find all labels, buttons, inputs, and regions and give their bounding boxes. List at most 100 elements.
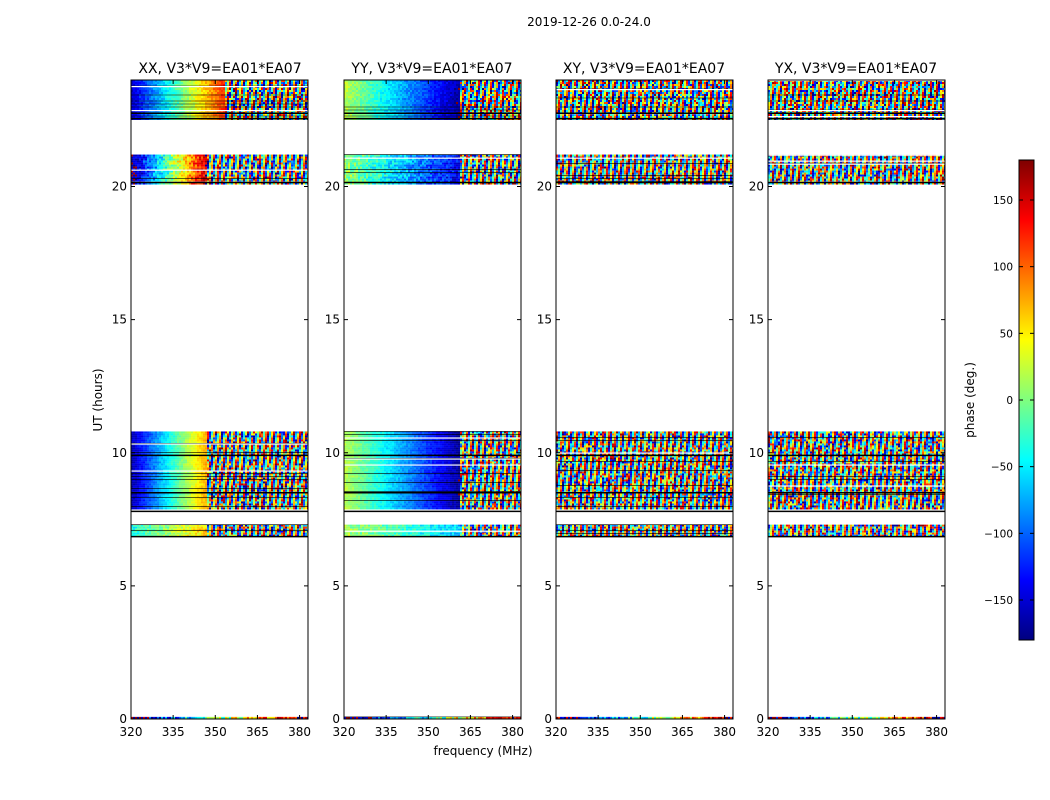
y-tick-label: 0: [544, 712, 552, 726]
colorbar-ticks: 150 100 50 0 −50 −100 −150: [984, 195, 1034, 607]
colorbar-tick-label: 100: [993, 262, 1013, 274]
panel-title: YY, V3*V9=EA01*EA07: [350, 61, 512, 77]
plot-background: [131, 80, 308, 719]
plot-background: [344, 80, 521, 719]
data-band: [131, 431, 308, 510]
data-band: [556, 154, 733, 185]
y-tick-label: 20: [749, 180, 764, 194]
panel-yy: YY, V3*V9=EA01*EA07 320 335 350 365 380 0 5 10 1…: [325, 61, 524, 739]
data-band: [131, 154, 308, 185]
flag-gap: [344, 157, 521, 159]
panel-yx: YX, V3*V9=EA01*EA07 320 335 350 365 380 0 5 10 1…: [749, 61, 948, 739]
y-tick-label: 15: [112, 313, 127, 327]
y-tick-label: 5: [756, 579, 764, 593]
heatmap-area: [768, 80, 945, 719]
plot-frame: [343, 79, 522, 720]
x-tick-label: 365: [671, 725, 694, 739]
flag-gap: [344, 437, 521, 439]
x-tick-label: 365: [883, 725, 906, 739]
flag-gap: [768, 116, 945, 118]
x-tick-label: 320: [120, 725, 143, 739]
flag-gap: [768, 110, 945, 112]
axis-ticks: 320 335 350 365 380 0 5 10 15 20: [537, 80, 736, 739]
flag-gap: [131, 86, 308, 88]
x-tick-label: 365: [246, 725, 269, 739]
y-axis-label: UT (hours): [91, 368, 105, 431]
colorbar-tick-label: −50: [991, 462, 1013, 474]
x-tick-label: 320: [333, 725, 356, 739]
plot-frame: [130, 79, 309, 720]
y-tick-label: 5: [119, 579, 127, 593]
colorbar-tick-label: 150: [993, 195, 1013, 207]
flag-gap: [344, 464, 521, 466]
colorbar-tick-label: −100: [984, 528, 1013, 540]
x-tick-label: 320: [545, 725, 568, 739]
y-tick-label: 0: [119, 712, 127, 726]
data-band: [344, 154, 521, 185]
data-band: [768, 154, 945, 185]
flag-gap: [344, 530, 521, 532]
x-tick-label: 335: [375, 725, 398, 739]
data-band: [768, 524, 945, 537]
flag-gap: [768, 154, 945, 156]
x-tick-label: 380: [925, 725, 948, 739]
data-band: [344, 524, 521, 537]
flag-gap: [768, 485, 945, 487]
data-band: [131, 524, 308, 537]
flag-gap: [131, 169, 308, 171]
panel-title: YX, V3*V9=EA01*EA07: [774, 61, 937, 77]
heatmap-area: [344, 80, 521, 719]
flag-gap: [556, 157, 733, 159]
y-tick-label: 10: [749, 446, 764, 460]
data-band: [768, 431, 945, 510]
y-tick-label: 15: [325, 313, 340, 327]
y-tick-label: 5: [332, 579, 340, 593]
axis-ticks: 320 335 350 365 380 0 5 10 15 20: [112, 80, 311, 739]
y-tick-label: 15: [749, 313, 764, 327]
y-tick-label: 10: [325, 446, 340, 460]
data-band: [131, 716, 308, 719]
x-tick-label: 320: [757, 725, 780, 739]
x-tick-label: 350: [629, 725, 652, 739]
x-tick-label: 335: [799, 725, 822, 739]
x-tick-label: 350: [417, 725, 440, 739]
y-tick-label: 20: [112, 180, 127, 194]
colorbar: 150 100 50 0 −50 −100 −150 phase (deg.): [963, 159, 1035, 641]
y-tick-label: 10: [537, 446, 552, 460]
flag-gap: [131, 443, 308, 445]
flag-gap: [768, 464, 945, 466]
panel-xy: XY, V3*V9=EA01*EA07 320 335 350 365 380 0 5 10 1…: [537, 61, 736, 739]
data-band: [344, 431, 521, 510]
axis-ticks: 320 335 350 365 380 0 5 10 15 20: [749, 80, 948, 739]
colorbar-label: phase (deg.): [963, 362, 977, 438]
x-tick-label: 380: [713, 725, 736, 739]
x-axis-label: frequency (MHz): [433, 744, 532, 758]
axis-ticks: 320 335 350 365 380 0 5 10 15 20: [325, 80, 524, 739]
flag-gap: [131, 110, 308, 112]
data-band: [556, 431, 733, 510]
flag-gap: [344, 458, 521, 460]
x-tick-label: 380: [501, 725, 524, 739]
y-tick-label: 0: [756, 712, 764, 726]
y-tick-label: 0: [332, 712, 340, 726]
plot-background: [768, 80, 945, 719]
x-tick-label: 350: [841, 725, 864, 739]
data-band: [131, 80, 308, 120]
plot-background: [556, 80, 733, 719]
heatmap-area: [131, 80, 308, 719]
flag-gap: [768, 80, 945, 82]
y-tick-label: 15: [537, 313, 552, 327]
heatmap-area: [556, 80, 733, 719]
x-tick-label: 365: [459, 725, 482, 739]
y-tick-label: 20: [537, 180, 552, 194]
x-tick-label: 350: [204, 725, 227, 739]
x-tick-label: 335: [162, 725, 185, 739]
data-band: [556, 716, 733, 719]
flag-gap: [768, 160, 945, 162]
flag-gap: [556, 452, 733, 454]
figure-suptitle: 2019-12-26 0.0-24.0: [527, 15, 651, 29]
plot-frame: [767, 79, 946, 720]
data-band: [556, 524, 733, 537]
y-tick-label: 20: [325, 180, 340, 194]
